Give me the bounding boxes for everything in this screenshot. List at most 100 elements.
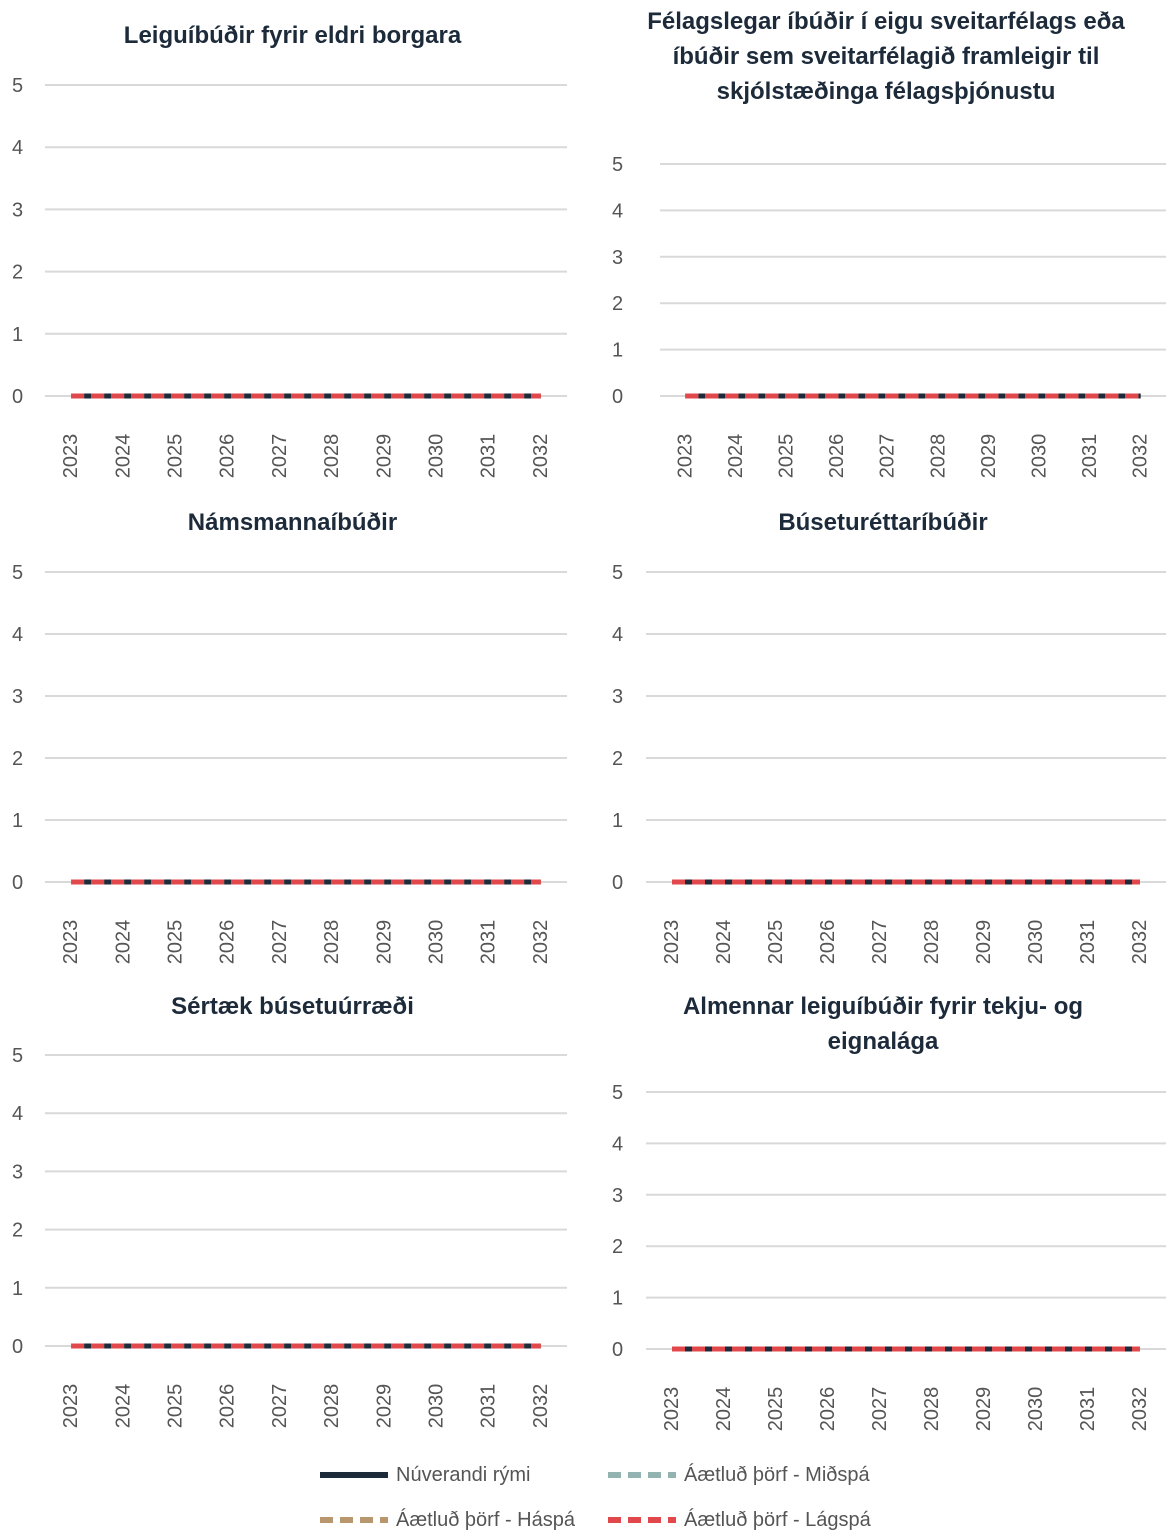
chart-title: Sértæk búsetuúrræði bbox=[171, 993, 414, 1020]
y-tick-label: 1 bbox=[12, 810, 23, 832]
x-tick-label: 2027 bbox=[269, 1384, 291, 1429]
x-tick-label: 2028 bbox=[921, 920, 943, 965]
x-tick-label: 2025 bbox=[765, 920, 787, 965]
x-tick-label: 2032 bbox=[530, 1384, 552, 1429]
x-tick-label: 2031 bbox=[1079, 434, 1101, 479]
legend-item-lagspa: Áætluð þörf - Lágspá bbox=[606, 1505, 871, 1535]
y-tick-label: 5 bbox=[612, 154, 623, 176]
legend-swatch bbox=[320, 1517, 388, 1523]
y-tick-label: 3 bbox=[12, 686, 23, 708]
y-tick-label: 0 bbox=[12, 872, 23, 894]
y-tick-label: 2 bbox=[12, 262, 23, 284]
chart-plot: 0 1 2 3 4 5 2023 2024 2025 2026 2027 2028 2029 2030 20… bbox=[12, 562, 567, 965]
chart-sertaek-busetuurraedi: Sértæk búsetuúrræði 0 1 2 3 4 5 2023 2024 2025 20… bbox=[0, 989, 580, 1434]
y-tick-label: 1 bbox=[612, 810, 623, 832]
legend-item-midspa: Áætluð þörf - Miðspá bbox=[606, 1460, 870, 1490]
x-tick-label: 2029 bbox=[373, 434, 395, 479]
x-tick-label: 2030 bbox=[426, 1384, 448, 1429]
chart-plot: 0 1 2 3 4 5 2023 2024 2025 2026 2027 2028 2029 2030 20… bbox=[12, 75, 567, 479]
y-tick-label: 5 bbox=[12, 1045, 23, 1067]
chart-plot: 0 1 2 3 4 5 2023 2024 2025 2026 2027 2028 2029 2030 20… bbox=[612, 1082, 1166, 1432]
x-tick-label: 2028 bbox=[921, 1387, 943, 1432]
x-tick-label: 2028 bbox=[927, 434, 949, 479]
x-tick-label: 2029 bbox=[978, 434, 1000, 479]
chart-title: Námsmannaíbúðir bbox=[187, 509, 398, 536]
chart-almennar-leiguibudir: Almennar leiguíbúðir fyrir tekju- og eig… bbox=[600, 989, 1166, 1434]
x-tick-label: 2031 bbox=[478, 1384, 500, 1429]
legend-item-haspa: Áætluð þörf - Háspá bbox=[318, 1505, 575, 1535]
x-tick-label: 2028 bbox=[321, 1384, 343, 1429]
y-tick-label: 3 bbox=[12, 1161, 23, 1183]
y-tick-label: 0 bbox=[612, 872, 623, 894]
x-tick-label: 2026 bbox=[217, 1384, 239, 1429]
x-tick-label: 2026 bbox=[217, 920, 239, 965]
x-tick-label: 2026 bbox=[826, 434, 848, 479]
x-tick-label: 2026 bbox=[217, 434, 239, 479]
y-tick-label: 4 bbox=[612, 1133, 623, 1155]
x-tick-label: 2024 bbox=[112, 920, 134, 965]
chart-title: Leiguíbúðir fyrir eldri borgara bbox=[123, 22, 462, 49]
x-tick-label: 2025 bbox=[765, 1387, 787, 1432]
legend-label: Áætluð þörf - Miðspá bbox=[684, 1463, 870, 1486]
y-tick-label: 4 bbox=[12, 1103, 23, 1125]
x-tick-label: 2030 bbox=[426, 434, 448, 479]
y-tick-label: 3 bbox=[612, 1185, 623, 1207]
x-tick-label: 2026 bbox=[817, 1387, 839, 1432]
x-tick-label: 2031 bbox=[1077, 920, 1099, 965]
chart-plot: 0 1 2 3 4 5 2023 2024 2025 2026 2027 2028 2029 2030 20… bbox=[612, 562, 1166, 965]
x-tick-label: 2029 bbox=[973, 1387, 995, 1432]
y-tick-label: 5 bbox=[612, 1082, 623, 1104]
x-tick-label: 2032 bbox=[1129, 1387, 1151, 1432]
x-tick-label: 2023 bbox=[661, 920, 683, 965]
legend-swatch bbox=[608, 1472, 676, 1478]
y-tick-label: 3 bbox=[612, 247, 623, 269]
chart-namsmannaibudir: Námsmannaíbúðir 0 1 2 3 4 5 2023 2024 2025 2026 20… bbox=[0, 505, 580, 965]
chart-title: Búseturéttaríbúðir bbox=[778, 509, 988, 536]
y-tick-label: 0 bbox=[612, 386, 623, 408]
y-tick-label: 2 bbox=[612, 1236, 623, 1258]
x-tick-label: 2025 bbox=[165, 434, 187, 479]
x-tick-label: 2027 bbox=[869, 1387, 891, 1432]
y-tick-label: 1 bbox=[12, 1278, 23, 1300]
chart-leiguibudir-eldri-borgara: Leiguíbúðir fyrir eldri borgara 0 1 2 3 4 5 20… bbox=[0, 18, 580, 478]
legend-swatch bbox=[320, 1472, 388, 1478]
x-tick-label: 2025 bbox=[165, 1384, 187, 1429]
x-tick-label: 2023 bbox=[661, 1387, 683, 1432]
x-tick-label: 2027 bbox=[269, 920, 291, 965]
x-tick-label: 2028 bbox=[321, 434, 343, 479]
x-tick-label: 2030 bbox=[1029, 434, 1051, 479]
x-tick-label: 2023 bbox=[674, 434, 696, 479]
y-tick-label: 5 bbox=[12, 562, 23, 584]
y-tick-label: 2 bbox=[612, 293, 623, 315]
x-tick-label: 2030 bbox=[1025, 920, 1047, 965]
x-tick-label: 2024 bbox=[112, 434, 134, 479]
x-tick-label: 2023 bbox=[60, 920, 82, 965]
x-tick-label: 2025 bbox=[776, 434, 798, 479]
y-tick-label: 3 bbox=[612, 686, 623, 708]
y-tick-label: 4 bbox=[612, 624, 623, 646]
x-tick-label: 2029 bbox=[373, 920, 395, 965]
y-tick-label: 4 bbox=[612, 200, 623, 222]
x-tick-label: 2026 bbox=[817, 920, 839, 965]
y-tick-label: 2 bbox=[12, 1220, 23, 1242]
x-tick-label: 2032 bbox=[530, 434, 552, 479]
y-tick-label: 0 bbox=[12, 386, 23, 408]
x-tick-label: 2032 bbox=[1130, 434, 1152, 479]
x-tick-label: 2023 bbox=[60, 434, 82, 479]
x-tick-label: 2030 bbox=[426, 920, 448, 965]
y-tick-label: 5 bbox=[12, 75, 23, 97]
x-tick-label: 2024 bbox=[725, 434, 747, 479]
x-tick-label: 2031 bbox=[478, 434, 500, 479]
chart-title: Almennar leiguíbúðir fyrir tekju- og eig… bbox=[682, 993, 1084, 1055]
legend-swatch bbox=[608, 1517, 676, 1523]
chart-plot: 0 1 2 3 4 5 2023 2024 2025 2026 2027 2028 2029 2030 20… bbox=[612, 154, 1166, 479]
y-tick-label: 1 bbox=[612, 340, 623, 362]
x-tick-label: 2031 bbox=[1077, 1387, 1099, 1432]
y-tick-label: 4 bbox=[12, 624, 23, 646]
y-tick-label: 2 bbox=[12, 748, 23, 770]
x-tick-label: 2029 bbox=[373, 1384, 395, 1429]
y-tick-label: 0 bbox=[612, 1339, 623, 1361]
chart-plot: 0 1 2 3 4 5 2023 2024 2025 2026 2027 2028 2029 2030 20… bbox=[12, 1045, 567, 1429]
legend-label: Núverandi rými bbox=[396, 1463, 531, 1486]
x-tick-label: 2027 bbox=[877, 434, 899, 479]
